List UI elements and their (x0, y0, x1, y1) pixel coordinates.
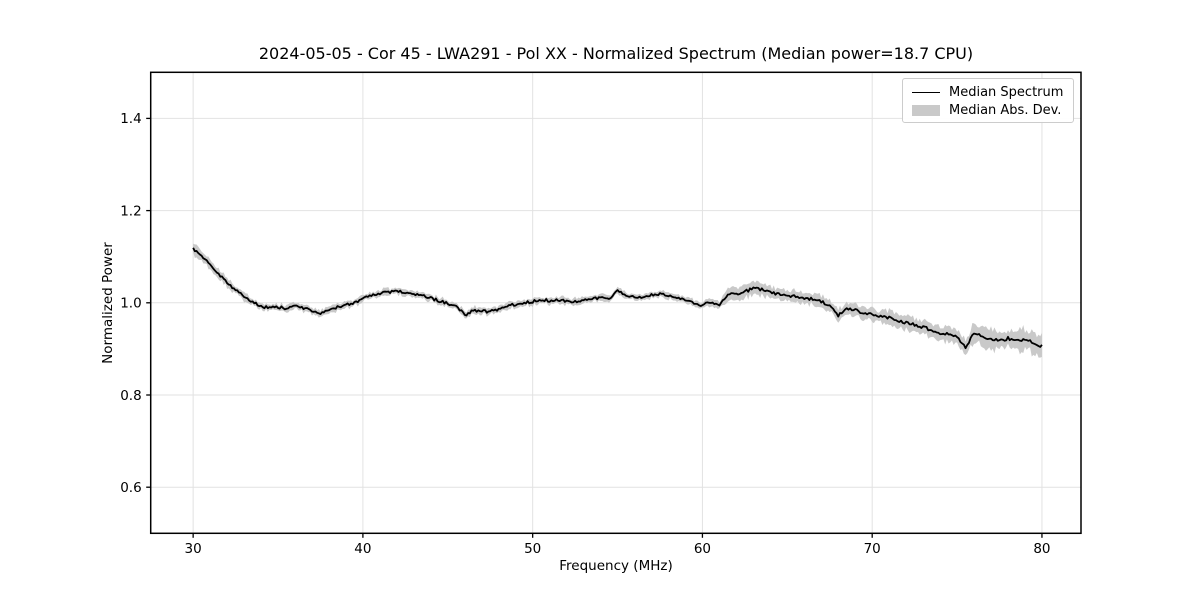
y-tick-label: 1.2 (120, 203, 141, 219)
legend: Median Spectrum Median Abs. Dev. (902, 78, 1074, 123)
chart-title: 2024-05-05 - Cor 45 - LWA291 - Pol XX - … (258, 44, 974, 63)
y-tick-label: 1.0 (120, 296, 141, 312)
y-axis-label: Normalized Power (100, 242, 116, 364)
x-tick-label: 80 (1033, 541, 1050, 557)
legend-line-sample-icon (912, 91, 940, 93)
legend-label-mad: Median Abs. Dev. (949, 102, 1062, 118)
legend-entry-median-spectrum: Median Spectrum (912, 83, 1065, 101)
legend-patch-sample-icon (912, 104, 940, 116)
x-tick-label: 30 (185, 541, 202, 557)
x-tick-label: 70 (864, 541, 881, 557)
x-axis-label: Frequency (MHz) (559, 558, 673, 574)
median-spectrum-line (192, 247, 1043, 350)
x-tick-label: 60 (694, 541, 711, 557)
y-tick-label: 0.6 (120, 480, 141, 496)
y-tick-label: 0.8 (120, 388, 141, 404)
mad-band (193, 243, 1042, 358)
legend-entry-mad: Median Abs. Dev. (912, 101, 1065, 119)
y-tick-label: 1.4 (120, 111, 141, 127)
x-tick-label: 40 (354, 541, 371, 557)
x-tick-label: 50 (524, 541, 541, 557)
legend-label-median-spectrum: Median Spectrum (949, 84, 1064, 100)
